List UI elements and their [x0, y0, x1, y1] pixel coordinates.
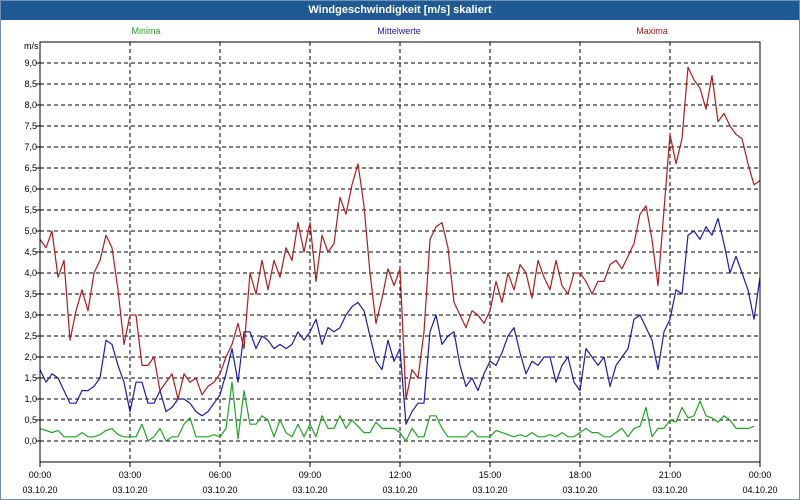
x-tick-date-label: 03.10.20: [652, 485, 687, 495]
y-tick-label: 7,5: [24, 121, 37, 131]
x-tick-time-label: 03:00: [119, 470, 142, 480]
y-tick-label: 0,5: [24, 415, 37, 425]
y-tick-label: 0,0: [24, 436, 37, 446]
x-tick-time-label: 15:00: [479, 470, 502, 480]
series-lines: [39, 66, 761, 442]
y-tick-label: 7,0: [24, 142, 37, 152]
y-axis-ticks: 0,0 0,5 1,0 1,5 2,0 2,5 3,0 3,5 4,0 4,5 5,0 5,5 6,0 6…: [24, 58, 40, 446]
x-tick-time-label: 00:00: [29, 470, 52, 480]
x-tick-date-label: 03.10.20: [562, 485, 597, 495]
x-tick-time-label: 00:00: [749, 470, 772, 480]
y-tick-label: 4,0: [24, 268, 37, 278]
y-tick-label: 6,5: [24, 163, 37, 173]
wind-speed-chart: Minima Mittelwerte Maxima m/s 0,0 0,5 1,0 1,5…: [22, 26, 778, 495]
y-tick-label: 6,0: [24, 184, 37, 194]
x-tick-time-label: 18:00: [569, 470, 592, 480]
grid: [40, 42, 760, 462]
x-tick-date-label: 03.10.20: [22, 485, 57, 495]
x-tick-date-label: 04.10.20: [742, 485, 777, 495]
y-tick-label: 5,0: [24, 226, 37, 236]
legend-entry-minima: Minima: [131, 26, 160, 36]
series-line-maxima: [39, 66, 761, 400]
x-axis-ticks: 00:00 03.10.20 03:00 03.10.20 06:00 03.10.20 0…: [22, 462, 778, 495]
y-tick-label: 8,5: [24, 79, 37, 89]
y-tick-label: 8,0: [24, 100, 37, 110]
legend-entry-mittelwerte: Mittelwerte: [377, 26, 421, 36]
x-tick-time-label: 12:00: [389, 470, 412, 480]
x-tick-time-label: 06:00: [209, 470, 232, 480]
y-axis-unit-label: m/s: [24, 41, 39, 51]
series-line-minima: [39, 381, 755, 442]
y-tick-label: 1,0: [24, 394, 37, 404]
y-tick-label: 4,5: [24, 247, 37, 257]
x-tick-time-label: 21:00: [659, 470, 682, 480]
y-tick-label: 9,0: [24, 58, 37, 68]
y-tick-label: 2,5: [24, 331, 37, 341]
x-tick-date-label: 03.10.20: [472, 485, 507, 495]
x-tick-date-label: 03.10.20: [292, 485, 327, 495]
y-tick-label: 3,0: [24, 310, 37, 320]
y-tick-label: 3,5: [24, 289, 37, 299]
legend-entry-maxima: Maxima: [636, 26, 668, 36]
y-tick-label: 5,5: [24, 205, 37, 215]
legend: Minima Mittelwerte Maxima: [131, 26, 667, 36]
x-tick-date-label: 03.10.20: [382, 485, 417, 495]
x-tick-date-label: 03.10.20: [112, 485, 147, 495]
y-tick-label: 1,5: [24, 373, 37, 383]
y-tick-label: 2,0: [24, 352, 37, 362]
x-tick-time-label: 09:00: [299, 470, 322, 480]
window-title: Windgeschwindigkeit [m/s] skaliert: [1, 1, 799, 20]
x-tick-date-label: 03.10.20: [202, 485, 237, 495]
